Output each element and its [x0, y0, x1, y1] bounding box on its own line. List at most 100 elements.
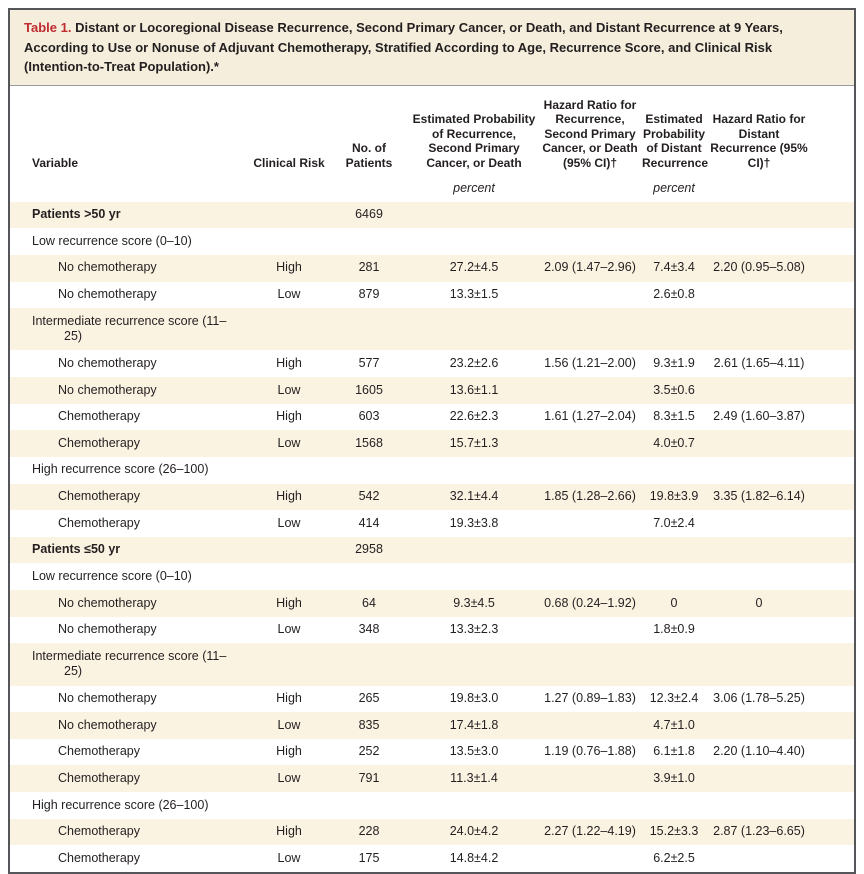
unit-spacer	[330, 173, 408, 202]
cell-patients	[330, 563, 408, 590]
cell-hazard-ratio-distant	[708, 228, 854, 255]
cell-patients	[330, 643, 408, 685]
cell-hazard-ratio	[540, 457, 640, 484]
cell-est-prob	[408, 537, 540, 564]
cell-est-prob	[408, 202, 540, 229]
cell-hazard-ratio	[540, 377, 640, 404]
cell-hazard-ratio-distant	[708, 845, 854, 872]
cell-clinical-risk: Low	[277, 382, 301, 397]
cell-hazard-ratio-distant: 2.61 (1.65–4.11)	[713, 355, 805, 370]
cell-est-prob-distant: 1.8±0.9	[653, 622, 695, 637]
cell-patients: 228	[358, 824, 380, 839]
cell-est-prob-distant: 7.4±3.4	[653, 260, 695, 275]
cell-hazard-ratio-distant	[708, 537, 854, 564]
cell-patients: 879	[358, 287, 380, 301]
variable-label: No chemotherapy	[58, 691, 157, 705]
cell-hazard-ratio-distant	[708, 510, 854, 537]
col-header-clinical-risk: Clinical Risk	[253, 156, 325, 170]
cell-variable: Chemotherapy	[10, 739, 248, 766]
variable-label: Chemotherapy	[58, 515, 140, 530]
cell-est-prob: 9.3±4.5	[453, 595, 495, 610]
cell-hazard-ratio: 1.56 (1.21–2.00)	[544, 355, 636, 370]
cell-clinical-risk: Low	[277, 850, 301, 865]
results-table: Variable Clinical Risk No. of Patients E…	[10, 86, 854, 872]
cell-clinical-risk: High	[276, 355, 302, 370]
cell-hazard-ratio: 2.09 (1.47–2.96)	[544, 260, 636, 275]
table-title-label: Table 1.	[24, 20, 72, 35]
cell-hazard-ratio: 1.85 (1.28–2.66)	[544, 489, 636, 503]
cell-clinical-risk: High	[276, 824, 302, 839]
table-row: Chemotherapy High 228 24.0±4.2 2.27 (1.22–4.…	[10, 818, 854, 846]
cell-hazard-ratio-distant: 2.49 (1.60–3.87)	[713, 409, 805, 424]
cell-hazard-ratio-distant	[708, 643, 854, 685]
cell-est-prob-distant: 8.3±1.5	[653, 409, 695, 424]
cell-est-prob	[408, 563, 540, 590]
table-row: No chemotherapy Low 835 17.4±1.8 4.7±1.0	[10, 712, 854, 739]
table-body: Patients >50 yr 6469 Low recurrence score …	[10, 201, 854, 872]
cell-hazard-ratio-distant	[708, 282, 854, 309]
cell-variable: High recurrence score (26–100)	[10, 792, 248, 819]
cell-clinical-risk: Low	[277, 515, 301, 530]
cell-hazard-ratio	[540, 712, 640, 739]
cell-variable: No chemotherapy	[10, 377, 248, 404]
cell-variable: No chemotherapy	[10, 712, 248, 739]
column-header-row: Variable Clinical Risk No. of Patients E…	[10, 86, 854, 173]
cell-hazard-ratio	[540, 845, 640, 872]
cell-clinical-risk	[248, 228, 330, 255]
cell-est-prob	[408, 457, 540, 484]
variable-label: Chemotherapy	[58, 409, 140, 424]
table-row: Low recurrence score (0–10)	[10, 228, 854, 255]
table-row: Chemotherapy Low 1568 15.7±1.3 4.0±0.7	[10, 430, 854, 457]
cell-patients: 791	[358, 770, 380, 785]
table-row: No chemotherapy High 64 9.3±4.5 0.68 (0.24–1…	[10, 590, 854, 617]
cell-clinical-risk: High	[276, 691, 302, 705]
cell-patients: 577	[358, 355, 380, 370]
cell-patients: 281	[358, 260, 380, 275]
cell-est-prob-distant	[640, 308, 708, 350]
table-row: Chemotherapy Low 791 11.3±1.4 3.9±1.0	[10, 765, 854, 792]
cell-patients: 252	[358, 744, 380, 759]
cell-variable: Chemotherapy	[10, 765, 248, 792]
cell-hazard-ratio-distant	[708, 430, 854, 457]
cell-hazard-ratio-distant	[708, 765, 854, 792]
variable-label: High recurrence score (26–100)	[32, 462, 209, 477]
variable-label: No chemotherapy	[58, 355, 157, 370]
cell-hazard-ratio-distant: 2.20 (1.10–4.40)	[713, 744, 805, 759]
cell-variable: No chemotherapy	[10, 255, 248, 282]
cell-est-prob-distant	[640, 792, 708, 819]
cell-est-prob-distant: 19.8±3.9	[649, 489, 699, 503]
cell-variable: Low recurrence score (0–10)	[10, 228, 248, 255]
cell-patients: 414	[358, 515, 380, 530]
cell-est-prob-distant: 4.7±1.0	[653, 717, 695, 732]
cell-est-prob: 13.3±1.5	[449, 287, 499, 301]
table-row: High recurrence score (26–100)	[10, 792, 854, 819]
table-row: Intermediate recurrence score (11–25)	[10, 643, 854, 686]
cell-est-prob-distant: 7.0±2.4	[653, 515, 695, 530]
cell-patients: 835	[358, 717, 380, 732]
variable-label: Low recurrence score (0–10)	[32, 233, 192, 248]
cell-hazard-ratio	[540, 308, 640, 350]
cell-est-prob-distant	[640, 202, 708, 229]
cell-variable: No chemotherapy	[10, 686, 248, 713]
cell-variable: Low recurrence score (0–10)	[10, 563, 248, 590]
cell-hazard-ratio	[540, 510, 640, 537]
cell-variable: Chemotherapy	[10, 510, 248, 537]
cell-est-prob: 23.2±2.6	[449, 355, 499, 370]
cell-variable: Chemotherapy	[10, 430, 248, 457]
cell-patients	[330, 228, 408, 255]
cell-hazard-ratio	[540, 792, 640, 819]
cell-hazard-ratio	[540, 765, 640, 792]
cell-hazard-ratio-distant: 3.06 (1.78–5.25)	[713, 691, 805, 705]
cell-est-prob-distant: 6.1±1.8	[653, 744, 695, 759]
variable-label: No chemotherapy	[58, 287, 157, 301]
cell-hazard-ratio	[540, 643, 640, 685]
cell-patients	[330, 308, 408, 350]
cell-est-prob-distant	[640, 643, 708, 685]
table-row: Chemotherapy High 252 13.5±3.0 1.19 (0.76–1.…	[10, 739, 854, 766]
unit-spacer	[540, 173, 640, 202]
cell-hazard-ratio	[540, 228, 640, 255]
cell-patients: 603	[358, 409, 380, 424]
cell-est-prob-distant	[640, 537, 708, 564]
cell-est-prob: 24.0±4.2	[449, 824, 499, 839]
cell-variable: Intermediate recurrence score (11–25)	[10, 643, 248, 685]
